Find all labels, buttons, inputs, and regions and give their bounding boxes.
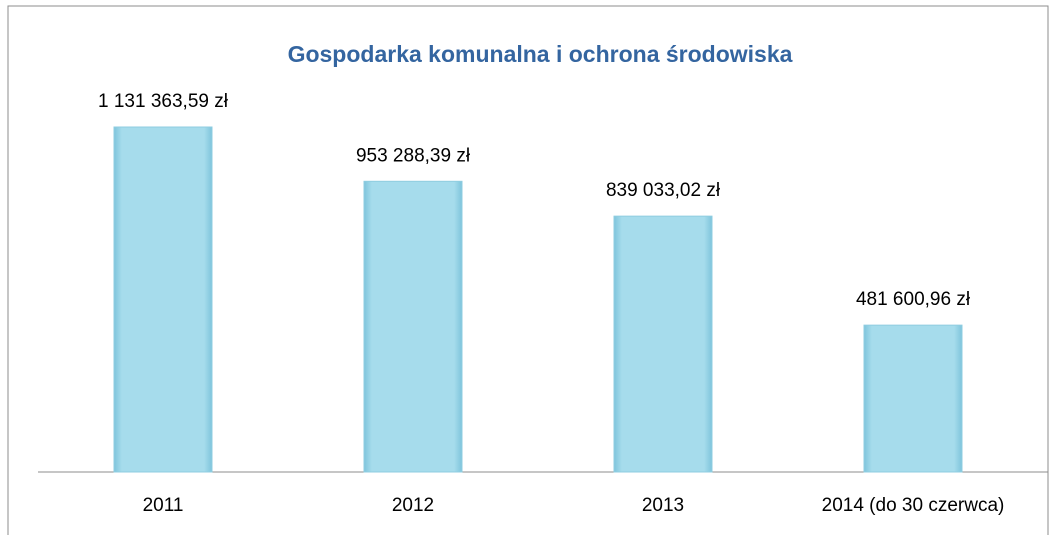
chart-frame — [7, 5, 1049, 535]
value-label: 953 288,39 zł — [356, 145, 471, 166]
x-tick-label: 2014 (do 30 czerwca) — [822, 495, 1005, 516]
bar — [613, 215, 713, 473]
value-label: 481 600,96 zł — [856, 289, 971, 310]
bar — [113, 126, 213, 473]
bar — [863, 324, 963, 473]
x-tick-label: 2012 — [392, 495, 434, 516]
value-label: 1 131 363,59 zł — [98, 91, 229, 112]
value-label: 839 033,02 zł — [606, 180, 721, 201]
bar — [363, 180, 463, 473]
x-tick-label: 2013 — [642, 495, 684, 516]
x-tick-label: 2011 — [143, 495, 184, 516]
chart-title: Gospodarka komunalna i ochrona środowisk… — [288, 41, 793, 67]
